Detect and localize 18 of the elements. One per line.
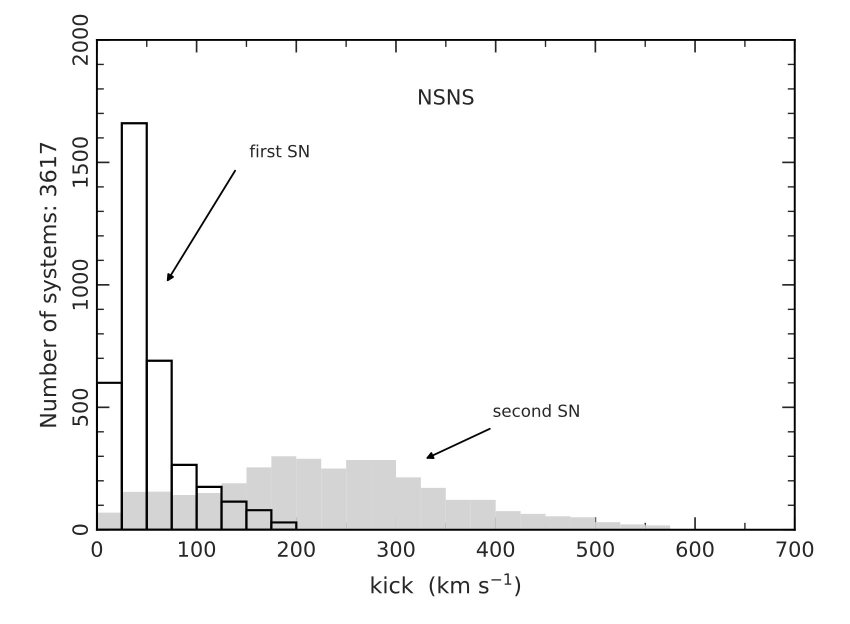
x-tick-label: 300 xyxy=(378,541,414,558)
x-tick-label: 600 xyxy=(676,541,714,558)
x-tick-label: 0 xyxy=(92,541,102,558)
x-tick-label: 100 xyxy=(179,541,216,558)
x-tick-label: 700 xyxy=(776,541,814,558)
y-tick-label: 2000 xyxy=(72,14,88,65)
annotation: second SN xyxy=(494,404,579,418)
x-axis-title: kick (km s$^{−1}$) xyxy=(372,573,520,596)
y-tick-label: 500 xyxy=(72,388,88,426)
x-tick-label: 500 xyxy=(577,541,614,558)
y-tick-label: 0 xyxy=(72,524,88,536)
annotation: NSNS xyxy=(419,89,474,105)
y-axis-title: Number of systems: 3617 xyxy=(39,142,61,427)
annotation: first SN xyxy=(250,144,309,158)
y-tick-label: 1000 xyxy=(72,260,88,310)
y-tick-label: 1500 xyxy=(72,137,88,187)
x-tick-label: 200 xyxy=(278,541,315,558)
x-tick-label: 400 xyxy=(476,541,514,558)
